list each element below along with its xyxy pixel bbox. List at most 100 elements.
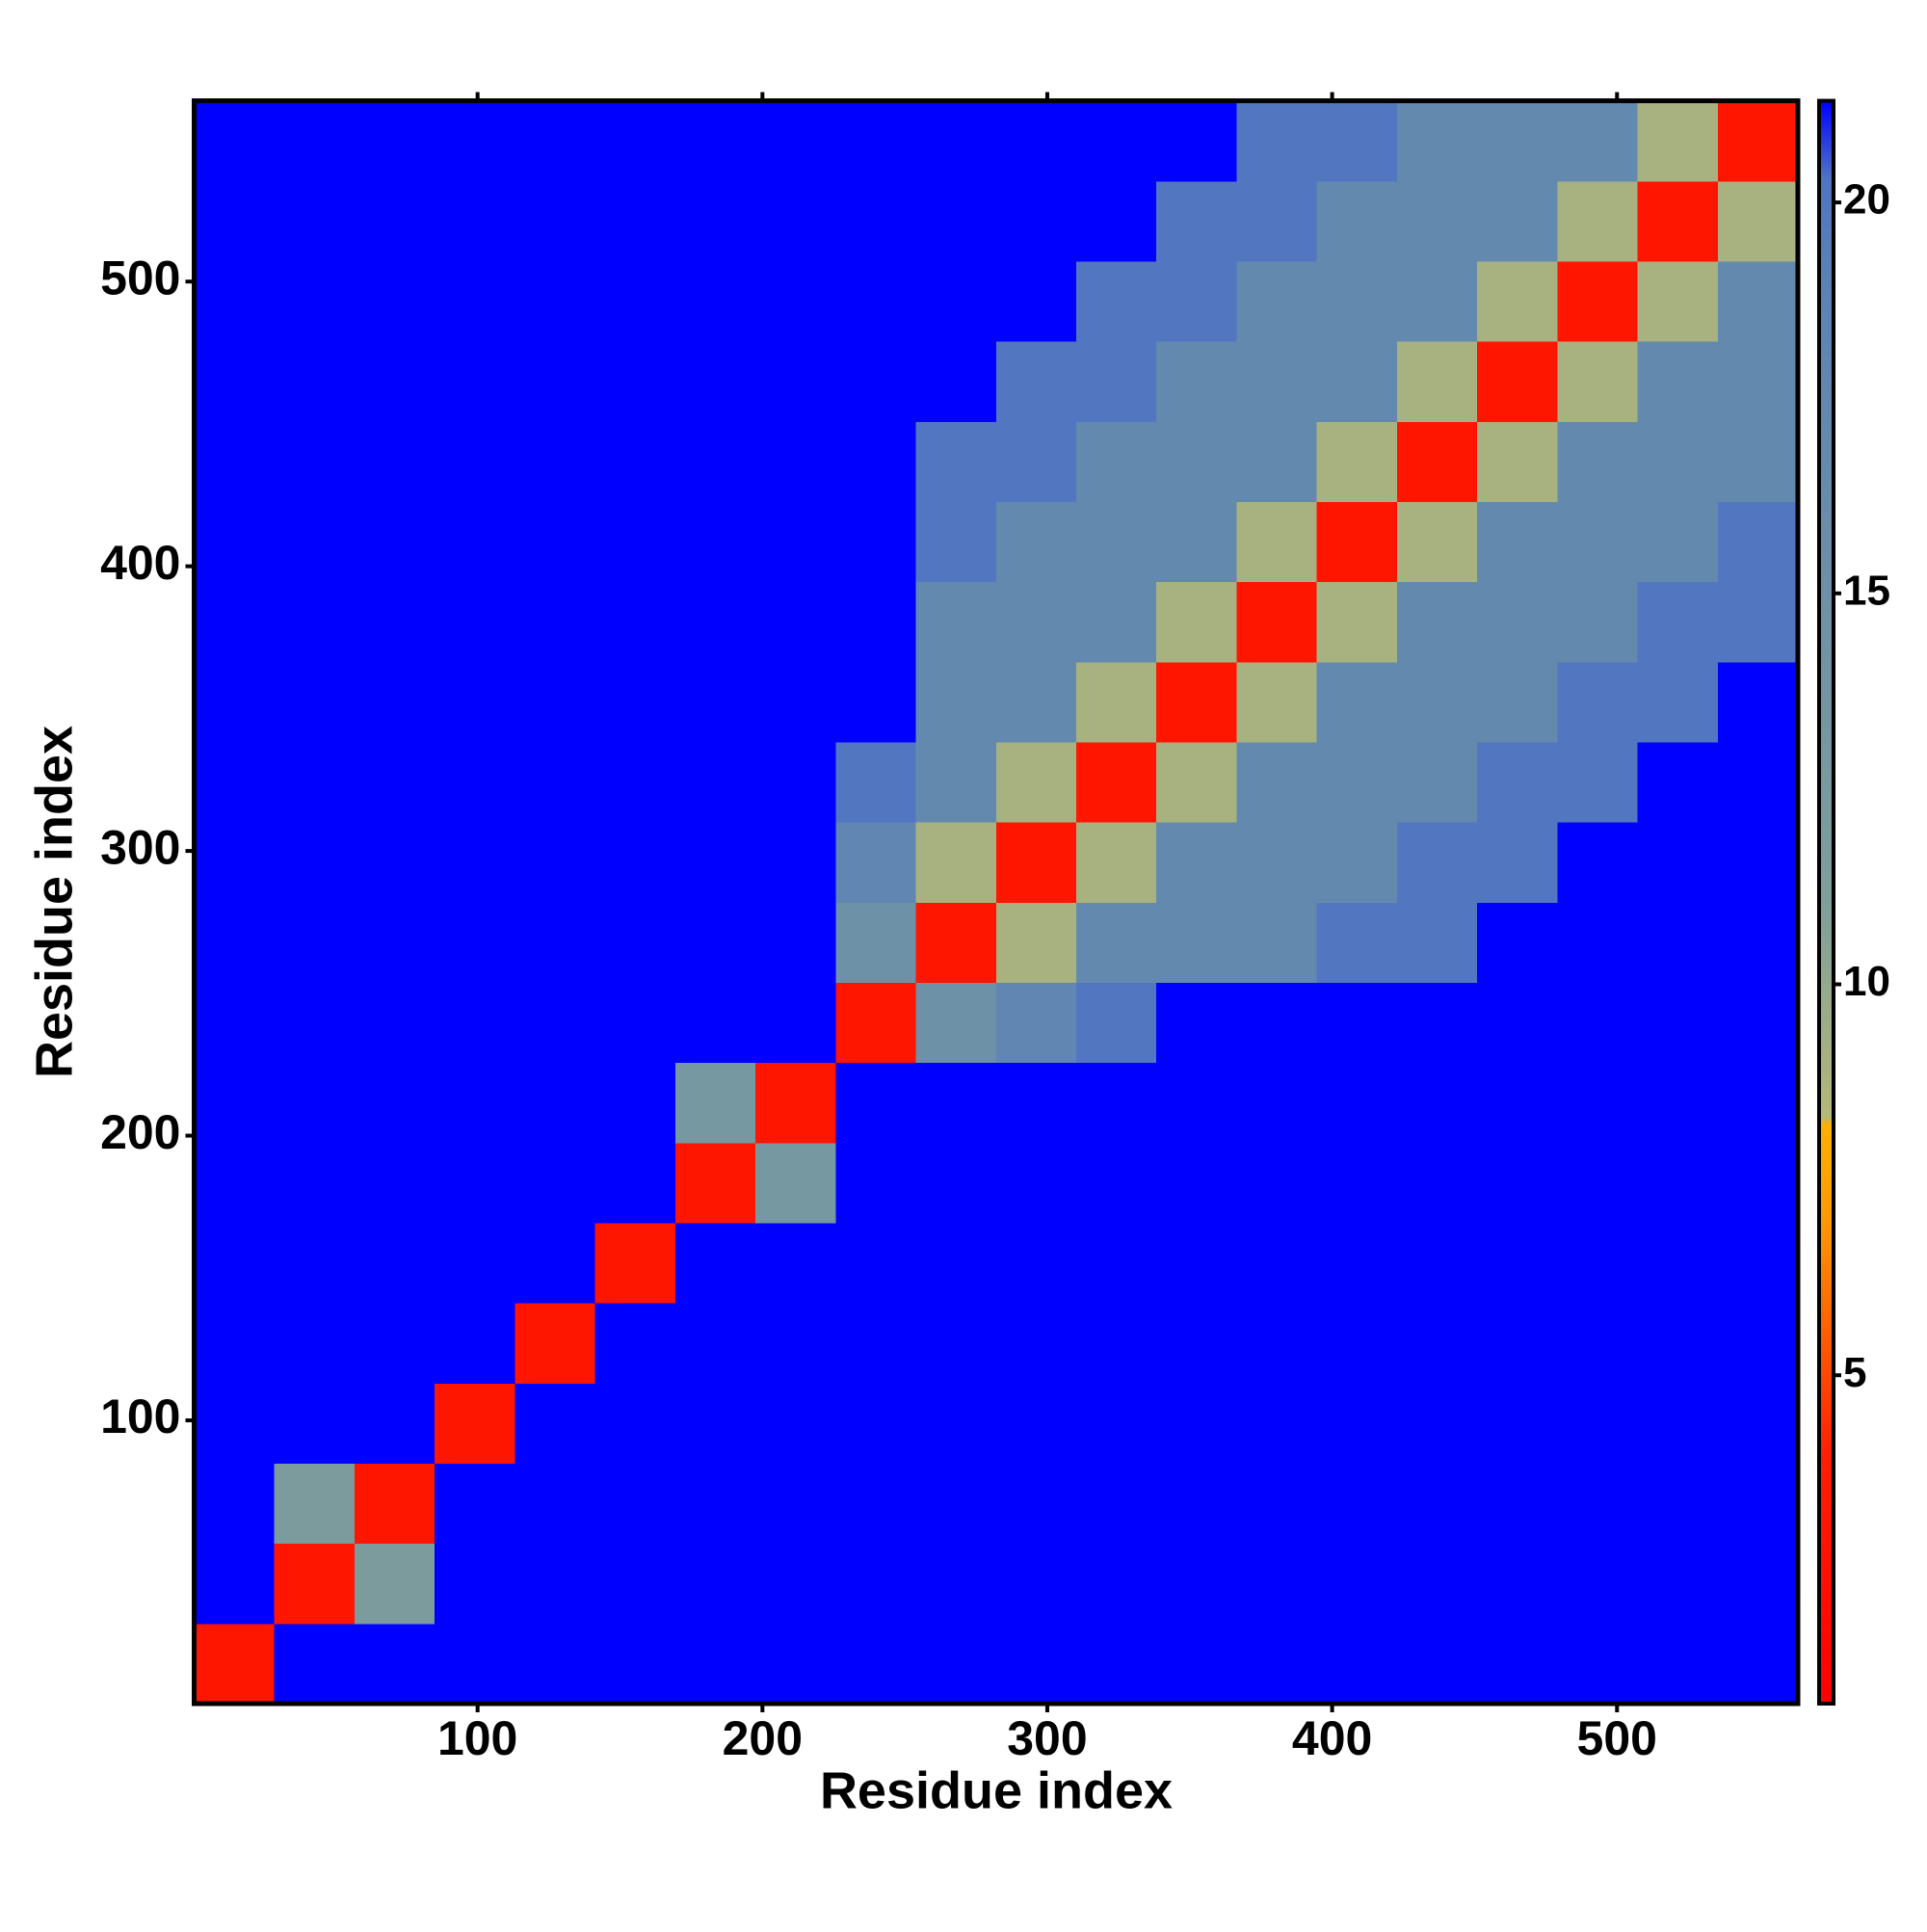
heatmap-cell <box>435 661 515 743</box>
heatmap-cell <box>515 341 596 422</box>
heatmap-cell <box>1557 581 1639 663</box>
heatmap-cell <box>515 1543 596 1625</box>
heatmap-cell <box>1236 902 1318 983</box>
heatmap-cell <box>515 902 596 983</box>
heatmap-cell <box>1396 581 1478 663</box>
heatmap-cell <box>995 581 1077 663</box>
heatmap-cell <box>755 421 836 502</box>
heatmap-cell <box>995 180 1077 262</box>
heatmap-cell <box>594 581 676 663</box>
heatmap-cell <box>1717 341 1799 422</box>
heatmap-cell <box>194 1383 276 1464</box>
heatmap-cell <box>995 1062 1077 1144</box>
heatmap-cell <box>1637 260 1719 342</box>
heatmap-cell <box>354 581 436 663</box>
heatmap-cell <box>755 822 836 903</box>
heatmap-cell <box>674 341 756 422</box>
heatmap-cell <box>1637 1062 1719 1144</box>
heatmap-cell <box>1156 180 1237 262</box>
heatmap-cell <box>835 1463 917 1545</box>
heatmap-cell <box>835 982 917 1064</box>
heatmap-cell <box>1156 1303 1237 1384</box>
heatmap-cell <box>435 741 515 823</box>
heatmap-cell <box>1316 822 1398 903</box>
heatmap-cell <box>1075 1383 1157 1464</box>
heatmap-cell <box>1557 1303 1639 1384</box>
heatmap-cell <box>1316 902 1398 983</box>
heatmap-cell <box>995 661 1077 743</box>
heatmap-cell <box>915 501 997 583</box>
heatmap-cell <box>515 1062 596 1144</box>
heatmap-cell <box>1396 1543 1478 1625</box>
heatmap-cell <box>1396 260 1478 342</box>
heatmap-cell <box>435 902 515 983</box>
heatmap-cell <box>1156 1062 1237 1144</box>
heatmap-cell <box>995 982 1077 1064</box>
heatmap-cell <box>995 1463 1077 1545</box>
heatmap-cell <box>354 180 436 262</box>
heatmap-cell <box>1717 1142 1799 1224</box>
heatmap-cell <box>755 180 836 262</box>
heatmap-cell <box>1316 260 1398 342</box>
heatmap-cell <box>674 1062 756 1144</box>
heatmap-cell <box>1396 1623 1478 1705</box>
heatmap-cell <box>674 741 756 823</box>
heatmap-cell <box>1717 180 1799 262</box>
heatmap-cell <box>354 260 436 342</box>
heatmap-cell <box>995 1623 1077 1705</box>
heatmap-cell <box>755 902 836 983</box>
heatmap-cell <box>594 822 676 903</box>
heatmap-cell <box>354 1222 436 1304</box>
heatmap-cell <box>594 501 676 583</box>
heatmap-cell <box>1637 1303 1719 1384</box>
heatmap-cell <box>354 1303 436 1384</box>
heatmap-cell <box>1156 341 1237 422</box>
heatmap-cell <box>755 661 836 743</box>
heatmap-cell <box>594 421 676 502</box>
heatmap-cell <box>1156 822 1237 903</box>
heatmap-cell <box>835 1303 917 1384</box>
heatmap-cell <box>354 1062 436 1144</box>
heatmap-cell <box>194 100 276 182</box>
heatmap-cell <box>435 341 515 422</box>
heatmap-cell <box>1396 741 1478 823</box>
heatmap-cell <box>1477 260 1558 342</box>
heatmap-cell <box>755 100 836 182</box>
heatmap-cell <box>1557 341 1639 422</box>
heatmap-cell <box>515 1222 596 1304</box>
heatmap-cell <box>674 1142 756 1224</box>
heatmap-cell <box>1156 1623 1237 1705</box>
heatmap-cell <box>1236 180 1318 262</box>
heatmap-cell <box>1075 1623 1157 1705</box>
heatmap-cell <box>1075 260 1157 342</box>
heatmap-cell <box>194 1543 276 1625</box>
heatmap-cell <box>594 1303 676 1384</box>
heatmap-cells <box>194 100 1799 1705</box>
heatmap-cell <box>515 982 596 1064</box>
heatmap-cell <box>755 581 836 663</box>
heatmap-cell <box>674 1463 756 1545</box>
heatmap-cell <box>1396 982 1478 1064</box>
heatmap-cell <box>194 180 276 262</box>
colorbar-tick-label: 5 <box>1843 1349 1866 1396</box>
heatmap-cell <box>274 1142 356 1224</box>
heatmap-cell <box>354 741 436 823</box>
heatmap-cell <box>1236 1623 1318 1705</box>
heatmap-cell <box>1075 1303 1157 1384</box>
heatmap-cell <box>1717 501 1799 583</box>
heatmap-cell <box>755 1062 836 1144</box>
heatmap-cell <box>1477 501 1558 583</box>
heatmap-cell <box>1075 902 1157 983</box>
heatmap-cell <box>1075 1062 1157 1144</box>
heatmap-cell <box>435 1222 515 1304</box>
heatmap-cell <box>915 1303 997 1384</box>
heatmap-cell <box>1236 1543 1318 1625</box>
heatmap-cell <box>594 1623 676 1705</box>
heatmap-cell <box>435 1142 515 1224</box>
heatmap-cell <box>274 1222 356 1304</box>
heatmap-cell <box>1316 741 1398 823</box>
heatmap-cell <box>1396 1383 1478 1464</box>
heatmap-cell <box>755 501 836 583</box>
heatmap-cell <box>1075 1222 1157 1304</box>
heatmap-cell <box>915 1463 997 1545</box>
